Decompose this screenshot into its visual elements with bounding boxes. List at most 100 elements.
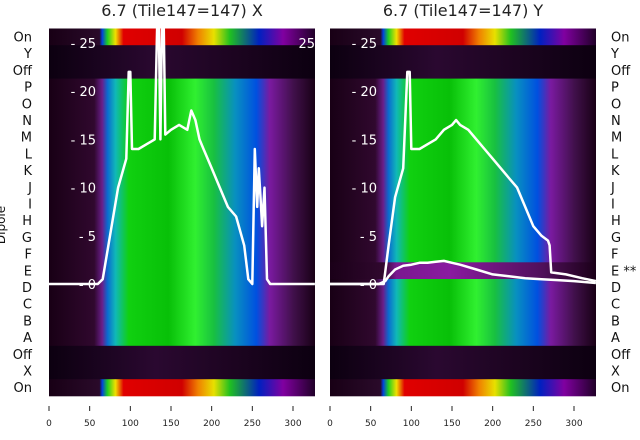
heatmap-row	[330, 245, 596, 263]
row-label-left: D	[22, 281, 32, 296]
row-label-right: On	[611, 381, 629, 396]
row-label-right: I	[611, 198, 615, 213]
heatmap-row	[49, 61, 315, 79]
heatmap-row	[330, 329, 596, 347]
x-tick-label: 0	[46, 419, 52, 429]
y-tick-label: - 10	[71, 182, 96, 197]
row-label-right: On	[611, 31, 629, 46]
y-tick-label: - 25	[352, 37, 377, 52]
row-label-right: E **	[611, 264, 637, 279]
heatmap-row	[49, 195, 315, 213]
heatmap-row	[330, 162, 596, 180]
row-label-right: O	[611, 97, 621, 112]
row-label-left: On	[14, 381, 32, 396]
heatmap-row	[49, 178, 315, 196]
heatmap-row	[49, 312, 315, 330]
row-label-right: X	[611, 365, 620, 380]
heatmap-row	[330, 195, 596, 213]
heatmap-row	[49, 279, 315, 297]
heatmap-row	[49, 228, 315, 246]
y-tick-label: - 0	[360, 278, 377, 293]
heatmap-row	[49, 362, 315, 380]
row-label-left: O	[22, 97, 32, 112]
x-tick-label: 0	[327, 419, 333, 429]
heatmap-row	[330, 128, 596, 146]
row-label-right: J	[610, 181, 615, 196]
row-label-left: C	[23, 298, 32, 313]
heatmap-row	[330, 78, 596, 96]
heatmap-row	[49, 379, 315, 397]
row-label-right: K	[611, 164, 620, 179]
heatmap-row	[49, 345, 315, 363]
heatmap-row	[330, 379, 596, 397]
row-label-left: B	[23, 314, 32, 329]
panel-x: 6.7 (Tile147=147) X - 0 - 5 - 10 - 15 - 20 - 2…	[46, 1, 315, 429]
row-label-left: F	[25, 248, 32, 263]
heatmap-row	[330, 45, 596, 63]
heatmap-row	[330, 28, 596, 46]
series-line-E-dipole	[330, 259, 597, 286]
row-label-right: Off	[611, 64, 631, 79]
row-label-right: L	[611, 147, 619, 162]
right-tick-label: 25	[298, 37, 315, 52]
row-label-right: B	[611, 314, 620, 329]
heatmap-row	[330, 279, 596, 297]
row-label-right: A	[611, 331, 620, 346]
row-label-left: M	[21, 131, 32, 146]
heatmap-row	[49, 128, 315, 146]
x-tick-label: 100	[403, 419, 420, 429]
heatmap-row	[330, 228, 596, 246]
heatmap-row	[49, 295, 315, 313]
row-label-left: N	[22, 114, 32, 129]
row-label-right: N	[611, 114, 621, 129]
row-label-left: G	[22, 231, 32, 246]
row-label-left: Off	[13, 348, 33, 363]
panel-title: 6.7 (Tile147=147) X	[101, 1, 263, 20]
heatmap-row	[49, 112, 315, 130]
heatmap-row	[49, 45, 315, 63]
row-label-right: C	[611, 298, 620, 313]
x-tick-label: 100	[122, 419, 139, 429]
row-label-left: J	[27, 181, 32, 196]
x-tick-label: 200	[484, 419, 501, 429]
y-tick-label: - 5	[79, 230, 96, 245]
heatmap-row	[330, 262, 596, 280]
row-label-right: H	[611, 214, 621, 229]
x-tick-label: 50	[365, 419, 377, 429]
panel-title: 6.7 (Tile147=147) Y	[383, 1, 544, 20]
x-tick-label: 300	[284, 419, 301, 429]
row-label-left: Y	[23, 47, 32, 62]
y-tick-label: - 25	[71, 37, 96, 52]
heatmap-row	[330, 362, 596, 380]
heatmap-row	[49, 78, 315, 96]
y-tick-label: - 0	[79, 278, 96, 293]
y-tick-label: - 15	[71, 133, 96, 148]
x-tick-label: 300	[565, 419, 582, 429]
row-label-right: G	[611, 231, 621, 246]
row-label-left: H	[22, 214, 32, 229]
row-label-left: On	[14, 31, 32, 46]
heatmap-row	[49, 245, 315, 263]
heatmap-row	[330, 212, 596, 230]
y-tick-label: - 20	[71, 85, 96, 100]
row-label-left: Off	[13, 64, 33, 79]
heatmap-row	[49, 145, 315, 163]
x-tick-label: 250	[244, 419, 261, 429]
row-label-right: Y	[610, 47, 619, 62]
heatmap-row	[330, 95, 596, 113]
y-tick-label: - 20	[352, 85, 377, 100]
heatmap-row	[330, 61, 596, 79]
row-label-left: E	[24, 264, 32, 279]
heatmap-row	[49, 212, 315, 230]
x-tick-label: 150	[162, 419, 179, 429]
x-tick-label: 250	[525, 419, 542, 429]
row-label-right: F	[611, 248, 618, 263]
series-line-trace	[330, 70, 597, 286]
row-label-right: Off	[611, 348, 631, 363]
row-label-right: P	[611, 81, 619, 96]
row-label-right: D	[611, 281, 621, 296]
y-tick-label: - 15	[352, 133, 377, 148]
heatmap-row	[330, 145, 596, 163]
x-tick-label: 200	[203, 419, 220, 429]
